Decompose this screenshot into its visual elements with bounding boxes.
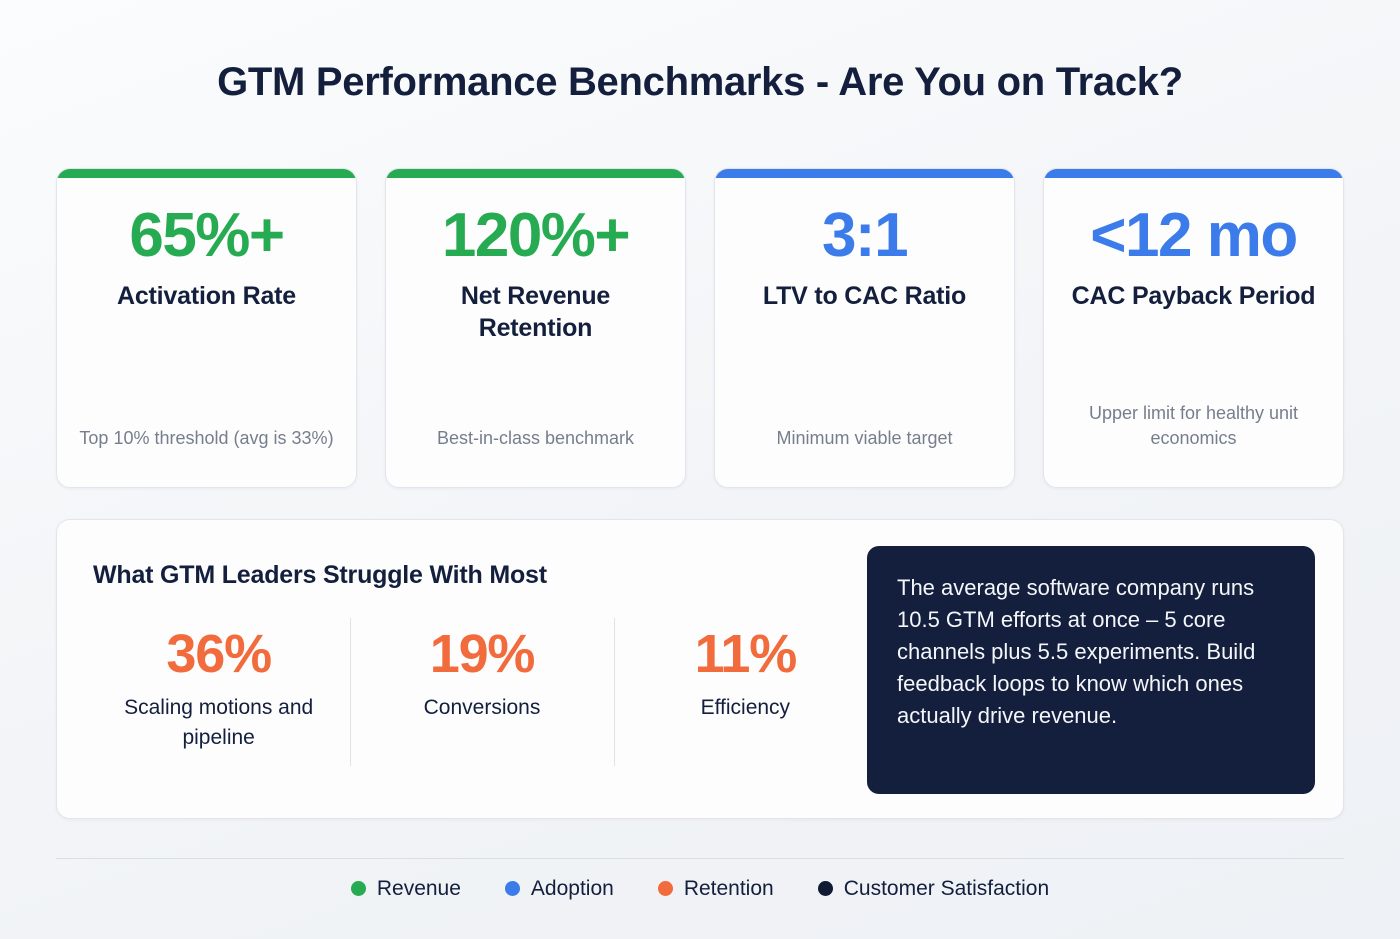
legend-dot-icon [657, 881, 673, 896]
legend-dot-icon [350, 881, 366, 896]
struggle-stat-efficiency: 11% Efficiency [613, 618, 877, 767]
insight-callout: The average software company runs 10.5 G… [867, 546, 1315, 794]
kpi-card-cac-payback-period: <12 mo CAC Payback Period Upper limit fo… [1043, 168, 1344, 488]
kpi-note: Best-in-class benchmark [436, 427, 635, 448]
kpi-label: Activation Rate [117, 282, 296, 311]
stat-value: 36% [166, 624, 272, 684]
stat-value: 19% [429, 624, 536, 684]
stat-label: Efficiency [700, 695, 791, 719]
kpi-card-activation-rate: 65%+ Activation Rate Top 10% threshold (… [56, 168, 357, 488]
legend-label: Revenue [376, 877, 461, 900]
kpi-note: Upper limit for healthy unit economics [1088, 402, 1299, 448]
kpi-card-body: 65%+ Activation Rate Top 10% threshold (… [57, 178, 356, 487]
kpi-note: Minimum viable target [776, 427, 953, 448]
legend-item-retention: Retention [657, 877, 774, 900]
struggle-stat-group: 36% Scaling motions and pipeline 19% Con… [87, 618, 877, 767]
stat-value: 11% [694, 624, 798, 684]
kpi-value: 65%+ [129, 201, 285, 270]
struggle-stat-conversions: 19% Conversions [350, 618, 613, 767]
legend-item-customer-satisfaction: Customer Satisfaction [817, 877, 1050, 900]
kpi-card-body: 3:1 LTV to CAC Ratio Minimum viable targ… [715, 178, 1014, 487]
legend: Revenue Adoption Retention Customer Sati… [0, 878, 1400, 899]
legend-label: Adoption [530, 877, 614, 900]
legend-dot-icon [817, 881, 833, 896]
kpi-accent-bar [386, 169, 685, 178]
kpi-value: 3:1 [821, 201, 909, 270]
kpi-card-body: 120%+ Net Revenue Retention Best-in-clas… [386, 178, 685, 487]
legend-divider [56, 858, 1344, 859]
kpi-note: Top 10% threshold (avg is 33%) [79, 427, 334, 448]
kpi-label: CAC Payback Period [1071, 282, 1316, 311]
legend-label: Customer Satisfaction [843, 877, 1050, 900]
stat-label: Scaling motions and pipeline [124, 695, 314, 749]
struggle-stat-scaling-motions: 36% Scaling motions and pipeline [87, 618, 350, 766]
kpi-card-ltv-to-cac-ratio: 3:1 LTV to CAC Ratio Minimum viable targ… [714, 168, 1015, 488]
kpi-accent-bar [1044, 169, 1343, 178]
kpi-value: <12 mo [1090, 201, 1298, 270]
kpi-value: 120%+ [441, 201, 631, 270]
legend-label: Retention [683, 877, 774, 900]
kpi-accent-bar [57, 169, 356, 178]
page-title: GTM Performance Benchmarks - Are You on … [217, 60, 1183, 104]
kpi-accent-bar [715, 169, 1014, 178]
legend-item-revenue: Revenue [350, 877, 461, 900]
kpi-card-net-revenue-retention: 120%+ Net Revenue Retention Best-in-clas… [385, 168, 686, 488]
struggle-panel: What GTM Leaders Struggle With Most 36% … [56, 519, 1344, 819]
kpi-label: LTV to CAC Ratio [762, 282, 967, 311]
insight-callout-text: The average software company runs 10.5 G… [897, 575, 1256, 728]
legend-item-adoption: Adoption [504, 877, 614, 900]
kpi-label: Net Revenue Retention [460, 282, 611, 342]
kpi-card-body: <12 mo CAC Payback Period Upper limit fo… [1044, 178, 1343, 487]
stat-label: Conversions [423, 695, 541, 719]
kpi-card-row: 65%+ Activation Rate Top 10% threshold (… [56, 168, 1344, 488]
struggle-heading: What GTM Leaders Struggle With Most [93, 561, 547, 589]
legend-dot-icon [504, 881, 520, 896]
